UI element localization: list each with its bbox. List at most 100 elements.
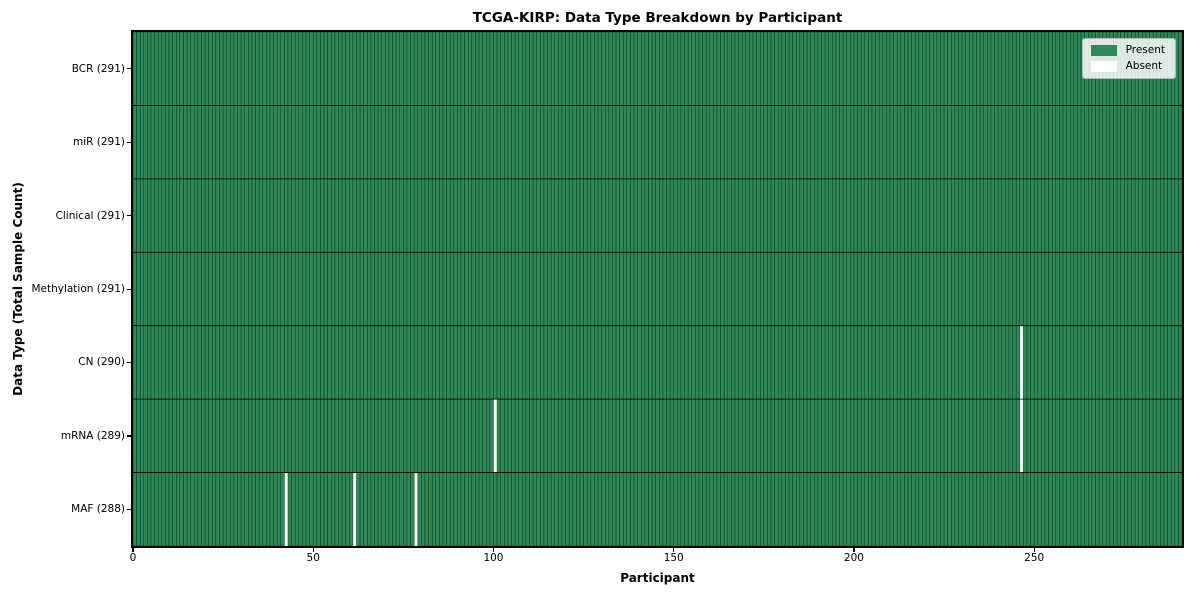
heatmap-cell — [204, 472, 209, 546]
heatmap-cell — [691, 398, 696, 473]
heatmap-cell — [280, 472, 285, 546]
heatmap-cell — [1109, 105, 1114, 180]
heatmap-cell — [165, 252, 170, 326]
heatmap-cell — [554, 105, 559, 180]
heatmap-cell — [157, 32, 163, 106]
heatmap-cell — [331, 105, 336, 180]
heatmap-cell — [716, 252, 721, 326]
heatmap-cell — [943, 252, 948, 326]
heatmap-cell — [338, 325, 343, 400]
heatmap-cell — [294, 398, 300, 473]
heatmap-cell — [637, 32, 642, 106]
heatmap-cell — [774, 178, 779, 253]
heatmap-cell — [554, 472, 559, 546]
heatmap-cell — [655, 178, 660, 253]
heatmap-cell — [1170, 472, 1176, 546]
heatmap-cell — [965, 178, 970, 253]
heatmap-cell — [597, 398, 602, 473]
heatmap-cell — [154, 105, 159, 180]
heatmap-cell — [222, 472, 227, 546]
heatmap-cell — [248, 32, 253, 106]
heatmap-cell — [781, 398, 786, 473]
heatmap-cell — [1178, 472, 1182, 546]
heatmap-cell — [832, 472, 837, 546]
heatmap-cell — [558, 398, 563, 473]
heatmap-cell — [1124, 178, 1129, 253]
heatmap-cell — [972, 105, 977, 180]
heatmap-cell — [579, 178, 584, 253]
heatmap-cell — [806, 178, 811, 253]
heatmap-cell — [709, 252, 714, 326]
heatmap-cell — [698, 178, 703, 253]
heatmap-cell — [248, 252, 253, 326]
heatmap-cell — [781, 105, 786, 180]
heatmap-cell — [597, 32, 602, 106]
heatmap-cell — [619, 252, 624, 326]
heatmap-cell — [367, 472, 372, 546]
heatmap-cell — [850, 105, 855, 180]
heatmap-cell — [1098, 325, 1103, 400]
heatmap-cell — [1080, 472, 1085, 546]
heatmap-cell — [648, 105, 653, 180]
heatmap-cell — [637, 472, 642, 546]
heatmap-cell — [244, 252, 249, 326]
heatmap-cell — [284, 105, 289, 180]
heatmap-cell — [543, 252, 548, 326]
heatmap-cell — [709, 32, 714, 106]
heatmap-cell — [612, 398, 617, 473]
heatmap-cell — [500, 325, 505, 400]
heatmap-cell — [1156, 325, 1161, 400]
heatmap-cell — [633, 32, 638, 106]
heatmap-cell — [767, 32, 772, 106]
heatmap-cell — [269, 398, 274, 473]
heatmap-cell — [792, 32, 797, 106]
heatmap-cell — [785, 252, 790, 326]
heatmap-cell — [853, 398, 858, 473]
heatmap-cell — [431, 398, 437, 473]
heatmap-cell — [352, 178, 357, 253]
heatmap-cell — [349, 105, 354, 180]
heatmap-cell — [136, 105, 141, 180]
heatmap-cell — [936, 105, 941, 180]
heatmap-cell — [273, 178, 278, 253]
heatmap-cell — [788, 398, 793, 473]
heatmap-cell — [1030, 105, 1035, 180]
y-tick-mark — [127, 508, 131, 510]
heatmap-cell — [403, 105, 408, 180]
heatmap-cell — [583, 325, 588, 400]
heatmap-cell — [399, 178, 404, 253]
heatmap-cell — [576, 325, 581, 400]
heatmap-cell — [190, 32, 195, 106]
heatmap-cell — [997, 105, 1003, 180]
heatmap-cell — [806, 398, 811, 473]
heatmap-cell — [168, 398, 173, 473]
heatmap-cell — [641, 325, 646, 400]
heatmap-cell — [540, 178, 545, 253]
heatmap-cell — [464, 32, 469, 106]
heatmap-cell — [1084, 325, 1089, 400]
heatmap-cell — [969, 472, 974, 546]
heatmap-cell — [1170, 398, 1176, 473]
heatmap-cell — [961, 398, 966, 473]
heatmap-cell — [875, 325, 880, 400]
heatmap-cell — [460, 178, 465, 253]
heatmap-cell — [237, 398, 242, 473]
heatmap-cell — [208, 178, 213, 253]
heatmap-cell — [814, 398, 819, 473]
heatmap-cell — [806, 32, 811, 106]
heatmap-cell — [792, 178, 797, 253]
heatmap-cell — [759, 32, 765, 106]
heatmap-cell — [868, 32, 873, 106]
heatmap-cell — [532, 398, 537, 473]
heatmap-cell — [550, 252, 556, 326]
heatmap-cell — [388, 105, 393, 180]
heatmap-cell — [626, 32, 631, 106]
heatmap-cell — [460, 398, 465, 473]
heatmap-cell — [576, 472, 581, 546]
heatmap-cell — [759, 252, 765, 326]
heatmap-cell — [374, 32, 379, 106]
heatmap-cell — [1051, 252, 1057, 326]
heatmap-cell — [601, 325, 606, 400]
heatmap-cell — [168, 178, 173, 253]
heatmap-cell — [449, 252, 455, 326]
